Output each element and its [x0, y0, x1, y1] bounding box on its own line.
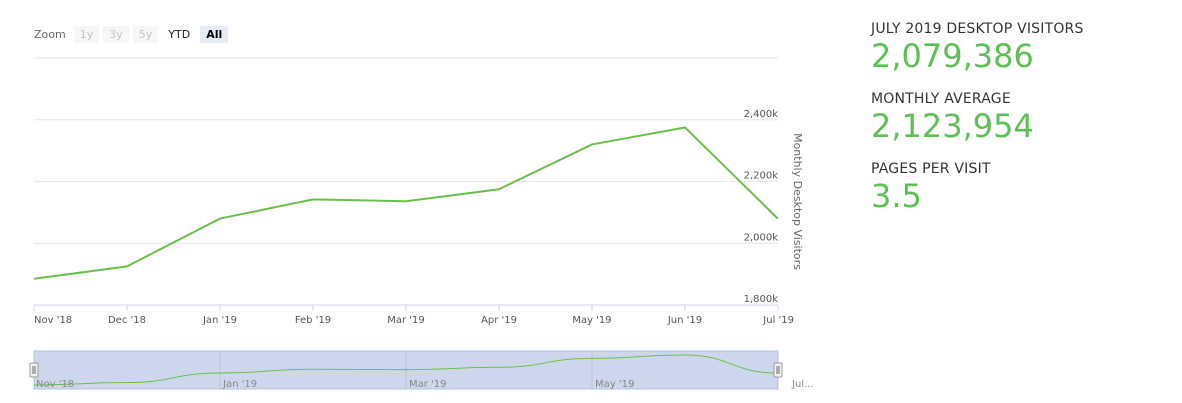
x-tick-label: Jun '19	[667, 315, 702, 326]
zoom-all-button[interactable]: All	[200, 26, 229, 43]
navigator-handle[interactable]	[773, 362, 783, 378]
series-layer	[33, 126, 779, 280]
july-visitors-value: 2,079,386	[871, 37, 1034, 75]
zoom-3y-button[interactable]: 3y	[103, 26, 129, 43]
zoom-label: Zoom	[34, 28, 66, 41]
monthly-average-value: 2,123,954	[871, 107, 1034, 145]
navigator-series-line	[33, 354, 779, 386]
x-tick-label: Apr '19	[481, 315, 517, 326]
series-line	[33, 126, 779, 280]
zoom-5y-button[interactable]: 5y	[132, 26, 159, 43]
chart: Nov '18 Dec '18 Jan '19 Feb '19 Mar '19 Apr '…	[29, 57, 814, 390]
zoom-ytd-button[interactable]: YTD	[162, 26, 197, 43]
x-tick-label: Dec '18	[108, 315, 146, 326]
monthly-average-label: MONTHLY AVERAGE	[871, 91, 1011, 107]
x-tick-label: Nov '18	[34, 315, 72, 326]
y-tick-label: 1,800k	[744, 294, 779, 305]
y-tick-label: 2,400k	[744, 109, 779, 120]
july-visitors-label: JULY 2019 DESKTOP VISITORS	[871, 21, 1084, 37]
y-axis: 1,800k 2,000k 2,200k 2,400k	[744, 109, 779, 305]
navigator-label: May '19	[595, 379, 634, 390]
pages-per-visit-label: PAGES PER VISIT	[871, 161, 991, 177]
navigator-label: Mar '19	[409, 379, 447, 390]
x-tick-label: Jan '19	[202, 315, 237, 326]
y-axis-title: Monthly Desktop Visitors	[791, 133, 804, 270]
pages-per-visit-value: 3.5	[871, 177, 922, 215]
x-tick-label: May '19	[572, 315, 611, 326]
navigator[interactable]: Nov '18 Jan '19 Mar '19 May '19 Jul...	[29, 350, 814, 390]
grid	[34, 57, 778, 306]
stats-panel: JULY 2019 DESKTOP VISITORS 2,079,386 MON…	[871, 20, 1084, 230]
x-tick-label: Jul '19	[762, 315, 794, 326]
navigator-label: Jul...	[791, 379, 814, 390]
x-tick-label: Mar '19	[387, 315, 425, 326]
navigator-handle[interactable]	[29, 362, 39, 378]
zoom-1y-button[interactable]: 1y	[73, 26, 100, 43]
y-tick-label: 2,200k	[744, 171, 779, 182]
zoom-bar: Zoom 1y 3y 5y YTD All	[34, 26, 229, 43]
x-axis: Nov '18 Dec '18 Jan '19 Feb '19 Mar '19 Apr '…	[33, 305, 794, 326]
y-tick-label: 2,000k	[744, 232, 779, 243]
navigator-label: Jan '19	[222, 379, 257, 390]
navigator-label: Nov '18	[36, 379, 74, 390]
x-tick-label: Feb '19	[295, 315, 331, 326]
